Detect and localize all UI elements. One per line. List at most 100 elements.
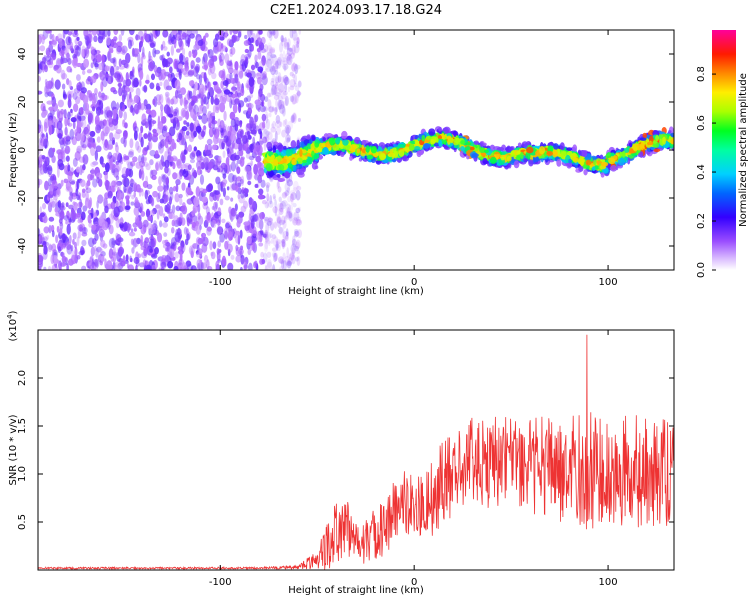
heatmap-cell (186, 213, 193, 223)
heatmap-cell (585, 159, 592, 166)
heatmap-cell (257, 107, 261, 113)
heatmap-cell (113, 206, 120, 218)
heatmap-cell (275, 81, 279, 90)
heatmap-cell (133, 183, 137, 192)
heatmap-cell (292, 164, 297, 172)
heatmap-cell (199, 174, 205, 185)
heatmap-cell (326, 133, 333, 138)
heatmap-cell (276, 173, 281, 178)
heatmap-cell (109, 132, 113, 139)
heatmap-cell (470, 146, 475, 151)
heatmap-cell (141, 170, 145, 181)
heatmap-cell (148, 32, 154, 43)
heatmap-cell (230, 197, 234, 202)
heatmap-cell (47, 243, 53, 253)
heatmap-cell (277, 180, 280, 188)
heatmap-cell (39, 164, 46, 175)
heatmap-cell (247, 30, 252, 38)
heatmap-cell (121, 94, 126, 103)
heatmap-cell (188, 50, 192, 58)
heatmap-cell (225, 222, 230, 229)
heatmap-cell (295, 218, 301, 226)
heatmap-cell (151, 197, 155, 207)
heatmap-cell (88, 222, 93, 228)
heatmap-cell (128, 151, 134, 158)
heatmap-cell (273, 30, 279, 39)
heatmap-cell (94, 60, 99, 70)
heatmap-cell (204, 77, 210, 89)
heatmap-cell (76, 62, 83, 68)
heatmap-cell (73, 103, 79, 113)
heatmap-cell (188, 80, 195, 87)
heatmap-cell (138, 169, 142, 179)
heatmap-cell (133, 227, 137, 232)
heatmap-cell (72, 238, 75, 245)
heatmap-cell (272, 72, 276, 84)
heatmap-cell (141, 189, 144, 197)
heatmap-cell (254, 54, 258, 63)
heatmap-cell (280, 90, 287, 100)
heatmap-cell (124, 122, 128, 129)
heatmap-cell (171, 219, 175, 227)
heatmap-cell (282, 191, 288, 197)
heatmap-cell (662, 136, 666, 145)
heatmap-cell (274, 199, 277, 208)
heatmap-cell (265, 182, 271, 189)
heatmap-cell (280, 57, 287, 63)
heatmap-cell (72, 31, 79, 38)
heatmap-cell (76, 145, 83, 154)
heatmap-cell (56, 187, 60, 196)
heatmap-cell (116, 191, 122, 201)
heatmap-cell (160, 139, 167, 147)
heatmap-cell (294, 63, 299, 75)
heatmap-cell (116, 65, 120, 71)
heatmap-cell (232, 103, 238, 114)
heatmap-cell (130, 104, 134, 112)
heatmap-cell (38, 63, 43, 74)
heatmap-cell (38, 170, 42, 176)
heatmap-cell (197, 212, 201, 220)
heatmap-cell (495, 153, 501, 158)
heatmap-cell (296, 89, 301, 98)
heatmap-cell (63, 149, 70, 154)
heatmap-cell (76, 74, 81, 81)
heatmap-cell (266, 259, 272, 269)
heatmap-cell (278, 219, 286, 226)
heatmap-cell (202, 105, 207, 116)
heatmap-cell (270, 123, 274, 128)
heatmap-cell (188, 245, 195, 256)
heatmap-cell (143, 133, 149, 139)
heatmap-cell (593, 159, 597, 166)
heatmap-cell (621, 150, 626, 158)
heatmap-cell (81, 239, 87, 247)
heatmap-cell (632, 144, 636, 151)
heatmap-cell (71, 249, 75, 261)
heatmap-cell (100, 255, 105, 262)
heatmap-cell (70, 180, 76, 185)
heatmap-cell (266, 58, 273, 68)
heatmap-cell (271, 252, 276, 258)
heatmap-cell (241, 255, 246, 264)
heatmap-cell (165, 85, 173, 91)
heatmap-cell (190, 60, 195, 69)
heatmap-cell (239, 156, 245, 167)
heatmap-cell (141, 251, 148, 259)
heatmap-cell (460, 140, 466, 145)
heatmap-cell (277, 99, 283, 110)
heatmap-cell (174, 231, 181, 243)
heatmap-cell (210, 251, 216, 260)
heatmap-cell (156, 208, 160, 220)
heatmap-cell (74, 241, 77, 249)
heatmap-cell (267, 99, 272, 109)
heatmap-cell (471, 153, 479, 158)
heatmap-cell (284, 124, 291, 135)
heatmap-cell (56, 225, 60, 233)
heatmap-cell (284, 235, 289, 242)
heatmap-cell (144, 146, 149, 152)
heatmap-cell (168, 113, 174, 118)
heatmap-cell (49, 175, 54, 181)
heatmap-cell (131, 247, 135, 254)
heatmap-cell (285, 214, 292, 220)
heatmap-cell (94, 150, 99, 161)
heatmap-cell (56, 166, 60, 178)
